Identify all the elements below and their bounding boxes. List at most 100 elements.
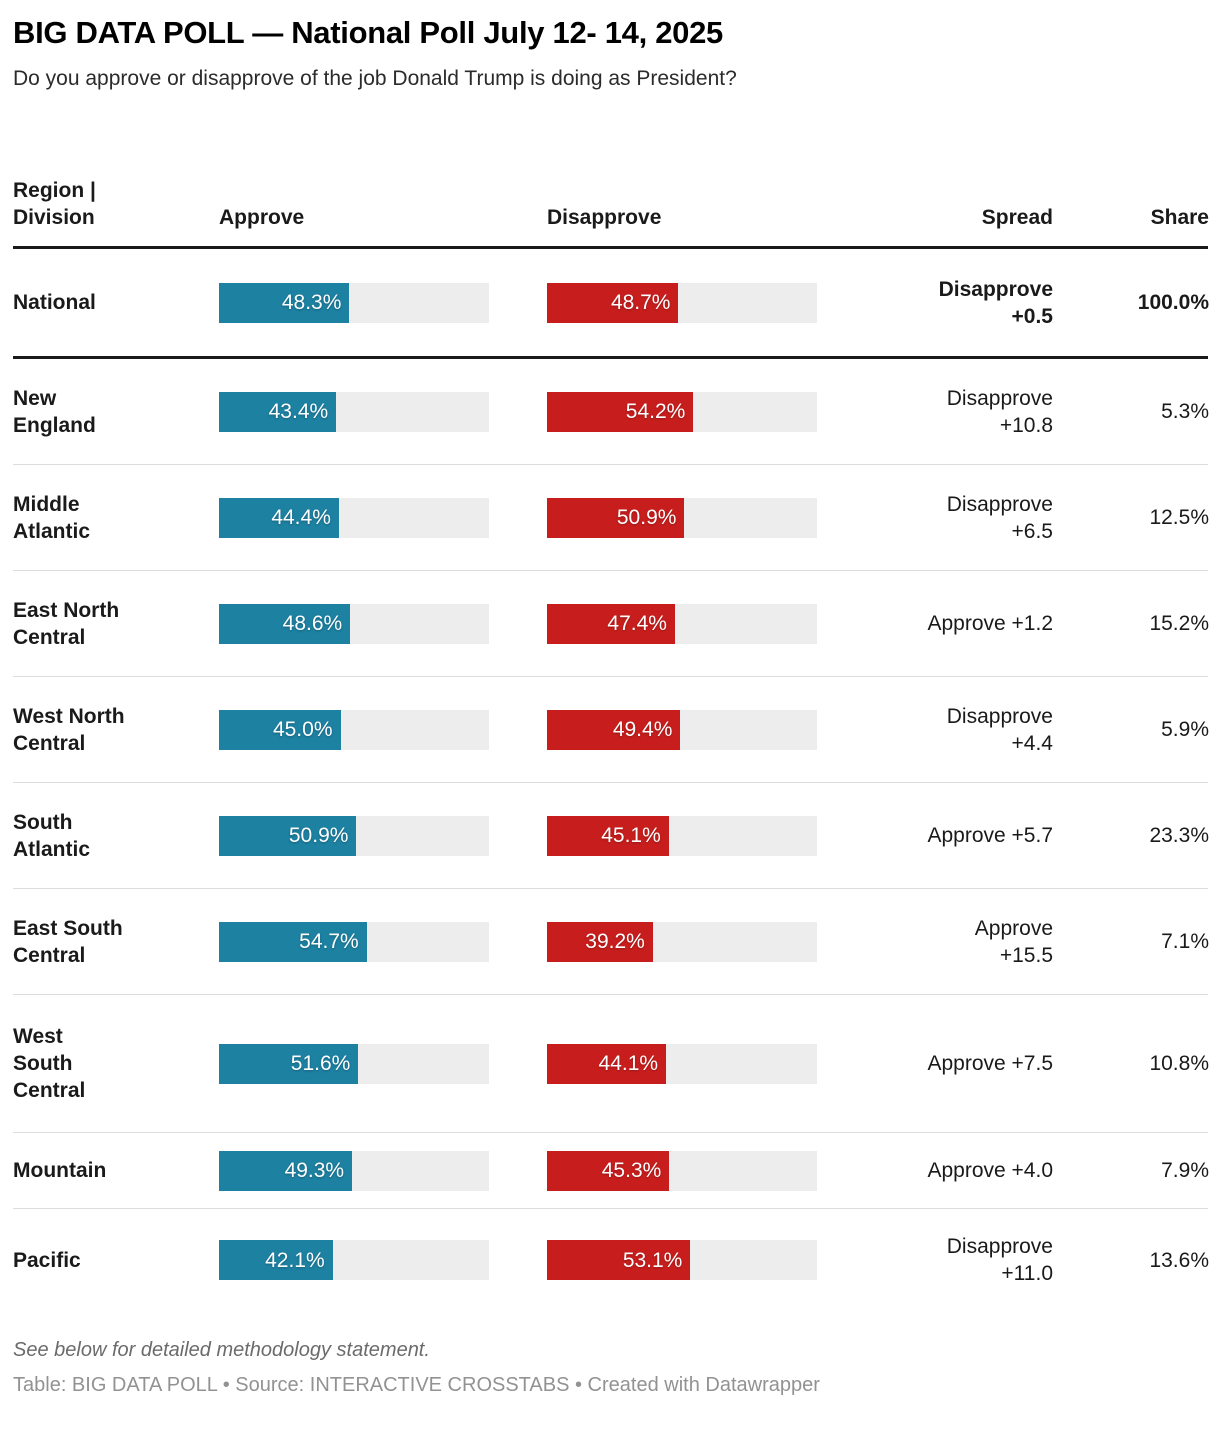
table-row-west-south-central: West South Central 51.6% 44.1% Approve +… xyxy=(13,995,1209,1134)
approve-bar-cell: 42.1% xyxy=(219,1240,547,1281)
region-label: Pacific xyxy=(13,1248,81,1272)
table-row-national: National 48.3% 48.7% Disapprove +0.5 100… xyxy=(13,249,1209,360)
page-subtitle: Do you approve or disapprove of the job … xyxy=(13,67,737,91)
approve-bar-fill: 43.4% xyxy=(219,391,337,432)
approve-bar-fill: 49.3% xyxy=(219,1150,353,1191)
approve-bar-cell: 48.6% xyxy=(219,603,547,644)
table-row-pacific: Pacific 42.1% 53.1% Disapprove +11.0 13.… xyxy=(13,1209,1209,1311)
disapprove-bar-cell: 39.2% xyxy=(547,921,819,962)
disapprove-bar-value: 45.3% xyxy=(601,1159,662,1183)
share-value: 5.3% xyxy=(1161,400,1209,424)
table-row-south-atlantic: South Atlantic 50.9% 45.1% Approve +5.7 … xyxy=(13,783,1209,890)
approve-bar-fill: 45.0% xyxy=(219,709,341,750)
approve-bar-cell: 44.4% xyxy=(219,497,547,538)
disapprove-bar-cell: 49.4% xyxy=(547,709,819,750)
disapprove-bar-value: 53.1% xyxy=(622,1248,683,1272)
approve-bar-track: 45.0% xyxy=(219,709,489,750)
disapprove-bar-fill: 45.3% xyxy=(547,1150,670,1191)
disapprove-bar-track: 47.4% xyxy=(547,603,817,644)
share-value: 15.2% xyxy=(1149,612,1209,636)
share-value: 7.9% xyxy=(1161,1159,1209,1183)
table-row-east-south-central: East South Central 54.7% 39.2% Approve +… xyxy=(13,889,1209,996)
disapprove-bar-cell: 45.3% xyxy=(547,1150,819,1191)
approve-bar-fill: 51.6% xyxy=(219,1043,359,1084)
region-label: South Atlantic xyxy=(13,810,91,861)
approve-bar-fill: 50.9% xyxy=(219,815,357,856)
approve-bar-cell: 43.4% xyxy=(219,391,547,432)
disapprove-bar-fill: 39.2% xyxy=(547,921,653,962)
table-row-east-north-central: East North Central 48.6% 47.4% Approve +… xyxy=(13,571,1209,678)
region-label: East South Central xyxy=(13,916,123,967)
approve-bar-fill: 48.3% xyxy=(219,282,350,323)
disapprove-bar-value: 49.4% xyxy=(612,718,673,742)
methodology-note: See below for detailed methodology state… xyxy=(13,1339,430,1362)
spread-value: Disapprove +10.8 xyxy=(946,386,1053,437)
approve-bar-track: 54.7% xyxy=(219,921,489,962)
approve-bar-track: 43.4% xyxy=(219,391,489,432)
approve-bar-track: 44.4% xyxy=(219,497,489,538)
disapprove-bar-cell: 48.7% xyxy=(547,282,819,323)
approve-bar-track: 49.3% xyxy=(219,1150,489,1191)
share-value: 7.1% xyxy=(1161,930,1209,954)
approve-bar-value: 50.9% xyxy=(288,824,349,848)
approve-bar-cell: 45.0% xyxy=(219,709,547,750)
spread-value: Approve +1.2 xyxy=(927,612,1053,636)
disapprove-bar-fill: 44.1% xyxy=(547,1043,667,1084)
disapprove-bar-cell: 44.1% xyxy=(547,1043,819,1084)
disapprove-bar-value: 45.1% xyxy=(601,824,661,848)
approve-bar-value: 51.6% xyxy=(290,1052,351,1076)
disapprove-bar-cell: 45.1% xyxy=(547,815,819,856)
spread-value: Approve +5.7 xyxy=(927,824,1053,848)
share-value: 100.0% xyxy=(1137,291,1209,315)
disapprove-bar-fill: 45.1% xyxy=(547,815,669,856)
disapprove-bar-track: 54.2% xyxy=(547,391,817,432)
disapprove-bar-track: 48.7% xyxy=(547,282,817,323)
spread-value: Disapprove +0.5 xyxy=(938,277,1053,328)
approve-bar-value: 54.7% xyxy=(299,930,359,954)
approve-bar-value: 45.0% xyxy=(272,718,333,742)
disapprove-bar-fill: 49.4% xyxy=(547,709,681,750)
table-header-row: Region | Division Approve Disapprove Spr… xyxy=(13,177,1209,250)
disapprove-bar-track: 45.3% xyxy=(547,1150,817,1191)
approve-bar-cell: 48.3% xyxy=(219,282,547,323)
share-value: 12.5% xyxy=(1149,506,1209,530)
approve-bar-track: 51.6% xyxy=(219,1043,489,1084)
disapprove-bar-track: 44.1% xyxy=(547,1043,817,1084)
spread-value: Approve +7.5 xyxy=(927,1052,1053,1076)
approve-bar-track: 50.9% xyxy=(219,815,489,856)
disapprove-bar-value: 54.2% xyxy=(625,400,686,424)
page-title: BIG DATA POLL — National Poll July 12- 1… xyxy=(13,15,723,50)
disapprove-bar-value: 48.7% xyxy=(610,291,671,315)
disapprove-bar-fill: 54.2% xyxy=(547,391,694,432)
approve-bar-cell: 50.9% xyxy=(219,815,547,856)
footer: See below for detailed methodology state… xyxy=(13,1339,1208,1397)
region-label: West North Central xyxy=(13,704,125,755)
disapprove-bar-track: 53.1% xyxy=(547,1240,817,1281)
disapprove-bar-track: 39.2% xyxy=(547,921,817,962)
disapprove-bar-track: 50.9% xyxy=(547,497,817,538)
approve-bar-track: 48.6% xyxy=(219,603,489,644)
region-label: Mountain xyxy=(13,1159,107,1183)
approve-bar-value: 43.4% xyxy=(268,400,329,424)
share-value: 13.6% xyxy=(1149,1248,1209,1272)
disapprove-bar-value: 44.1% xyxy=(598,1052,659,1076)
approve-bar-value: 48.6% xyxy=(282,612,343,636)
disapprove-bar-cell: 53.1% xyxy=(547,1240,819,1281)
region-label: Middle Atlantic xyxy=(13,492,91,543)
spread-value: Approve +15.5 xyxy=(974,916,1053,967)
disapprove-bar-value: 47.4% xyxy=(607,612,667,636)
approve-bar-value: 44.4% xyxy=(271,506,331,530)
approve-bar-fill: 44.4% xyxy=(219,497,339,538)
region-label: West South Central xyxy=(13,1025,86,1103)
share-value: 23.3% xyxy=(1149,824,1209,848)
spread-value: Disapprove +11.0 xyxy=(946,1235,1053,1286)
table-row-new-england: New England 43.4% 54.2% Disapprove +10.8… xyxy=(13,359,1209,466)
disapprove-bar-fill: 50.9% xyxy=(547,497,685,538)
approve-bar-track: 48.3% xyxy=(219,282,489,323)
disapprove-bar-value: 39.2% xyxy=(585,930,645,954)
region-label: East North Central xyxy=(13,598,120,649)
table-row-west-north-central: West North Central 45.0% 49.4% Disapprov… xyxy=(13,677,1209,784)
approve-bar-cell: 54.7% xyxy=(219,921,547,962)
approve-bar-value: 49.3% xyxy=(284,1159,345,1183)
spread-value: Approve +4.0 xyxy=(927,1159,1053,1183)
